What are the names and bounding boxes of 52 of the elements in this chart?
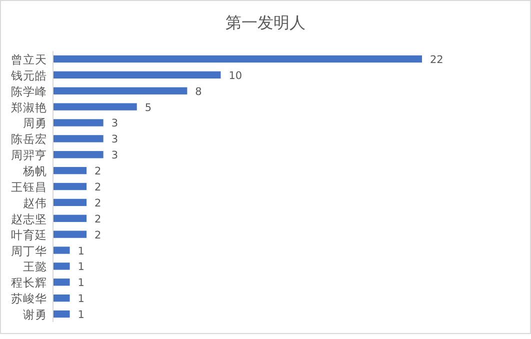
data-label: 10: [228, 70, 242, 82]
data-label: 1: [78, 309, 84, 322]
bar: [53, 55, 422, 63]
y-tick-label: 周羿亨: [11, 148, 47, 162]
data-label: 3: [111, 150, 118, 162]
data-label: 2: [94, 166, 102, 178]
data-label: 5: [144, 102, 152, 114]
bar: [53, 151, 104, 158]
y-tick-label: 苏峻华: [11, 292, 47, 306]
y-tick-label: 郑淑艳: [11, 100, 47, 114]
data-label: 2: [94, 213, 102, 226]
data-label: 22: [430, 54, 444, 66]
data-label: 2: [94, 229, 102, 242]
chart-title: 第一发明人: [226, 13, 306, 32]
y-tick-label: 周丁华: [11, 244, 47, 258]
y-tick-label: 赵志坚: [11, 212, 47, 226]
bar: [53, 135, 104, 142]
data-label: 8: [195, 86, 202, 98]
data-label: 1: [78, 277, 84, 290]
bar: [53, 198, 87, 206]
data-label: 3: [111, 134, 118, 146]
y-tick-label: 陈学峰: [11, 84, 47, 98]
bar: [53, 87, 188, 94]
y-tick-label: 王钰昌: [11, 180, 47, 194]
bar: [53, 246, 70, 254]
y-tick-label: 赵伟: [23, 196, 47, 210]
bar: [53, 166, 87, 174]
bar: [53, 103, 137, 110]
bar: [53, 230, 87, 238]
data-label: 2: [94, 197, 102, 210]
y-tick-label: 周勇: [23, 116, 47, 130]
bar: [53, 294, 70, 302]
bar: [53, 182, 87, 190]
y-tick-label: 程长辉: [11, 276, 47, 290]
y-tick-label: 谢勇: [23, 308, 47, 322]
y-tick-label: 曾立天: [11, 52, 47, 66]
bar: [53, 71, 221, 78]
data-label: 1: [78, 261, 84, 274]
y-tick-label: 叶育廷: [11, 228, 47, 242]
y-tick-label: 王懿: [23, 260, 47, 274]
bar: [53, 119, 104, 126]
y-tick-label: 杨帆: [22, 164, 47, 178]
y-tick-label: 陈岳宏: [11, 132, 47, 146]
y-tick-label: 钱元皓: [10, 68, 47, 82]
data-label: 2: [94, 182, 102, 194]
bar: [53, 278, 70, 286]
data-label: 1: [78, 293, 84, 306]
bar: [53, 310, 70, 318]
bar: [53, 214, 87, 222]
data-label: 3: [111, 118, 118, 130]
bar: [53, 262, 70, 270]
data-label: 1: [78, 245, 84, 258]
